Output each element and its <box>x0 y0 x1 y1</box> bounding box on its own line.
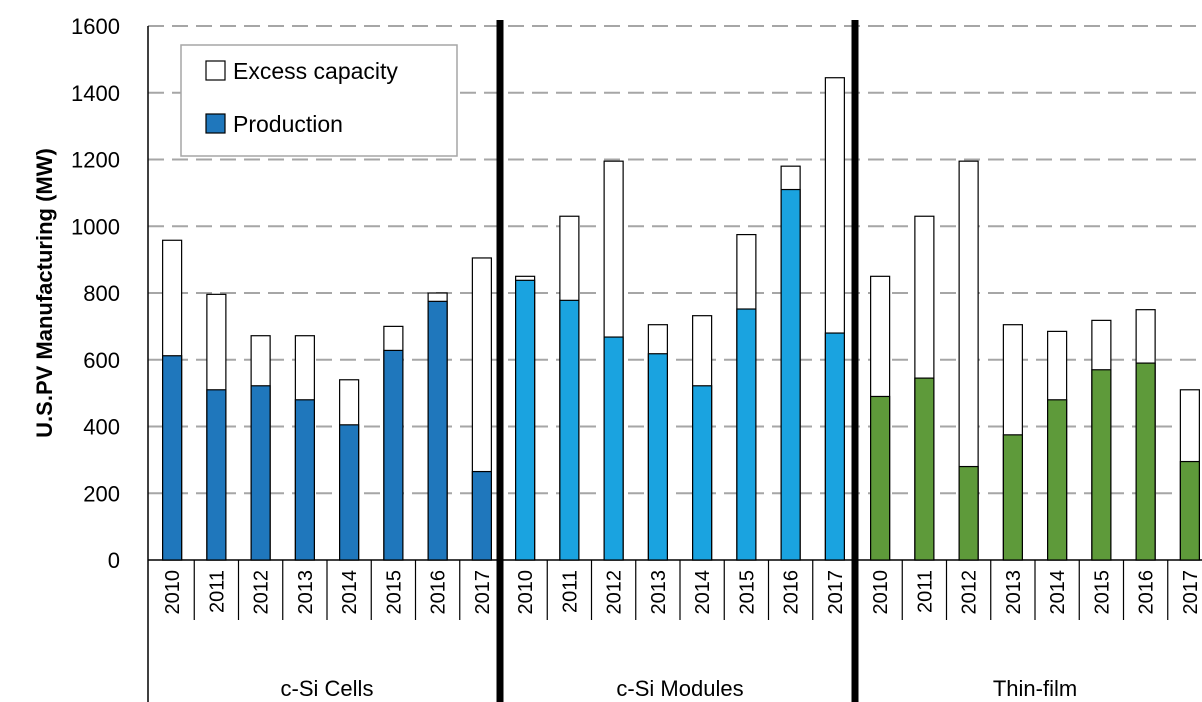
x-tick-label: 2016 <box>781 570 803 615</box>
group-label: c-Si Modules <box>616 676 743 701</box>
bar-production <box>206 389 227 561</box>
x-tick-label: 2012 <box>604 570 626 615</box>
x-tick-label: 2016 <box>1136 570 1158 615</box>
bar-production <box>647 353 668 561</box>
bar-production <box>958 465 979 561</box>
bar-production <box>250 385 271 561</box>
bar-production <box>339 424 360 561</box>
y-tick-label: 800 <box>83 281 120 306</box>
bar-production <box>427 300 448 561</box>
x-tick-label: 2014 <box>339 570 361 615</box>
y-tick-label: 0 <box>108 548 120 573</box>
y-tick-label: 400 <box>83 415 120 440</box>
x-tick-label: 2016 <box>428 570 450 615</box>
x-tick-label: 2013 <box>648 570 670 615</box>
bar-production <box>162 355 183 561</box>
group-label: Thin-film <box>993 676 1077 701</box>
x-tick-label: 2017 <box>1180 570 1202 615</box>
bar-production <box>471 470 492 561</box>
x-tick-label: 2017 <box>825 570 847 615</box>
y-axis-title: U.S.PV Manufacturing (MW) <box>32 148 57 438</box>
x-tick-label: 2011 <box>206 570 228 613</box>
x-tick-label: 2010 <box>162 570 184 615</box>
legend-box <box>180 44 458 157</box>
bar-production <box>1047 399 1068 561</box>
y-tick-label: 1400 <box>71 81 120 106</box>
x-tick-label: 2011 <box>559 570 581 613</box>
x-tick-label: 2015 <box>736 570 758 615</box>
bar-production <box>383 349 404 561</box>
bar-production <box>294 399 315 561</box>
bar-production <box>1002 434 1023 561</box>
x-tick-label: 2013 <box>295 570 317 615</box>
x-tick-label: 2010 <box>870 570 892 615</box>
x-tick-label: 2015 <box>383 570 405 615</box>
bar-production <box>824 332 845 561</box>
bar-production <box>870 395 891 561</box>
legend-swatch-excess <box>205 60 226 81</box>
bar-production <box>1091 369 1112 561</box>
x-tick-label: 2010 <box>515 570 537 615</box>
x-tick-label: 2012 <box>959 570 981 615</box>
x-tick-label: 2014 <box>692 570 714 615</box>
bar-production <box>1135 362 1156 561</box>
y-tick-label: 1000 <box>71 214 120 239</box>
legend-label-excess: Excess capacity <box>233 58 398 84</box>
y-tick-label: 600 <box>83 348 120 373</box>
bar-production <box>515 279 536 561</box>
x-tick-label: 2015 <box>1091 570 1113 615</box>
x-tick-label: 2013 <box>1003 570 1025 615</box>
bar-production <box>1179 460 1200 561</box>
x-tick-label: 2014 <box>1047 570 1069 615</box>
x-tick-label: 2011 <box>914 570 936 613</box>
y-tick-label: 1600 <box>71 14 120 39</box>
y-tick-label: 200 <box>83 481 120 506</box>
x-tick-label: 2012 <box>251 570 273 615</box>
bar-production <box>603 336 624 561</box>
x-tick-label: 2017 <box>472 570 494 615</box>
bar-production <box>736 308 757 561</box>
bar-production <box>559 299 580 561</box>
y-tick-label: 1200 <box>71 148 120 173</box>
bar-production <box>780 188 801 561</box>
bar-production <box>692 385 713 561</box>
legend-swatch-production <box>205 113 226 134</box>
group-label: c-Si Cells <box>281 676 374 701</box>
legend-label-production: Production <box>233 111 343 137</box>
bar-production <box>914 377 935 561</box>
